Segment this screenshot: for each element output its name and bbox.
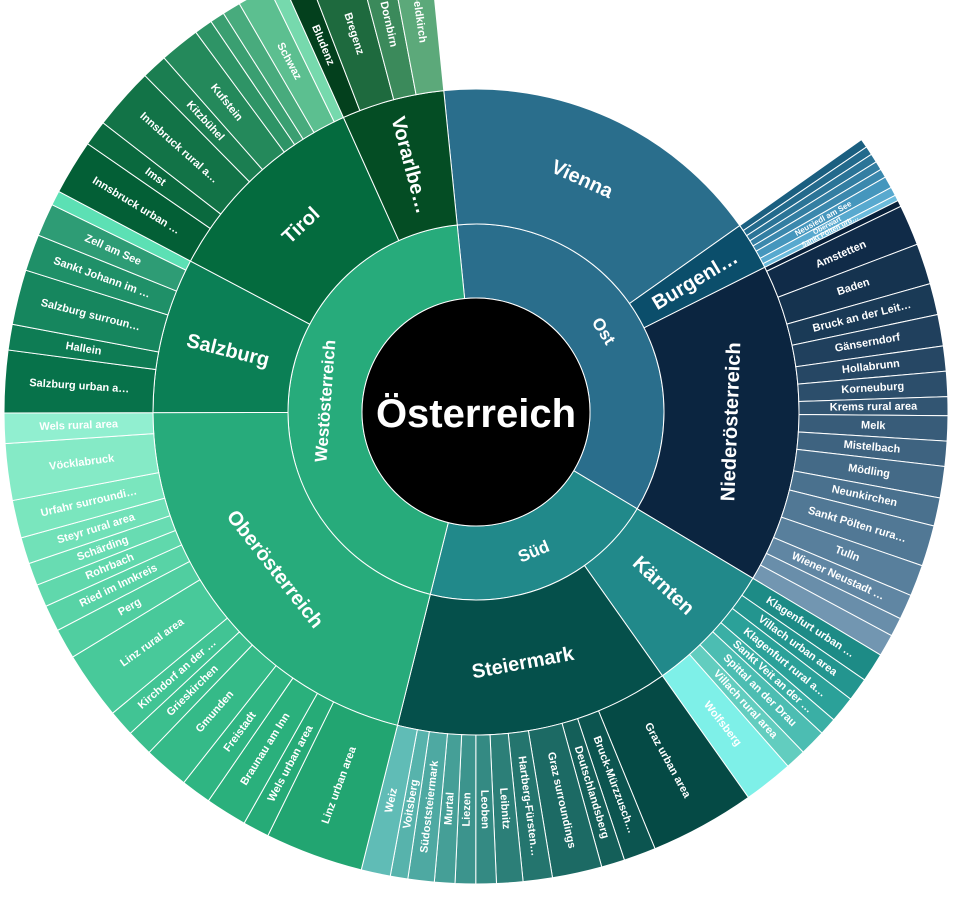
segment-feldkirch[interactable] xyxy=(388,0,445,96)
segment-osterreich[interactable] xyxy=(361,297,591,527)
segment-vienna[interactable] xyxy=(443,88,741,305)
